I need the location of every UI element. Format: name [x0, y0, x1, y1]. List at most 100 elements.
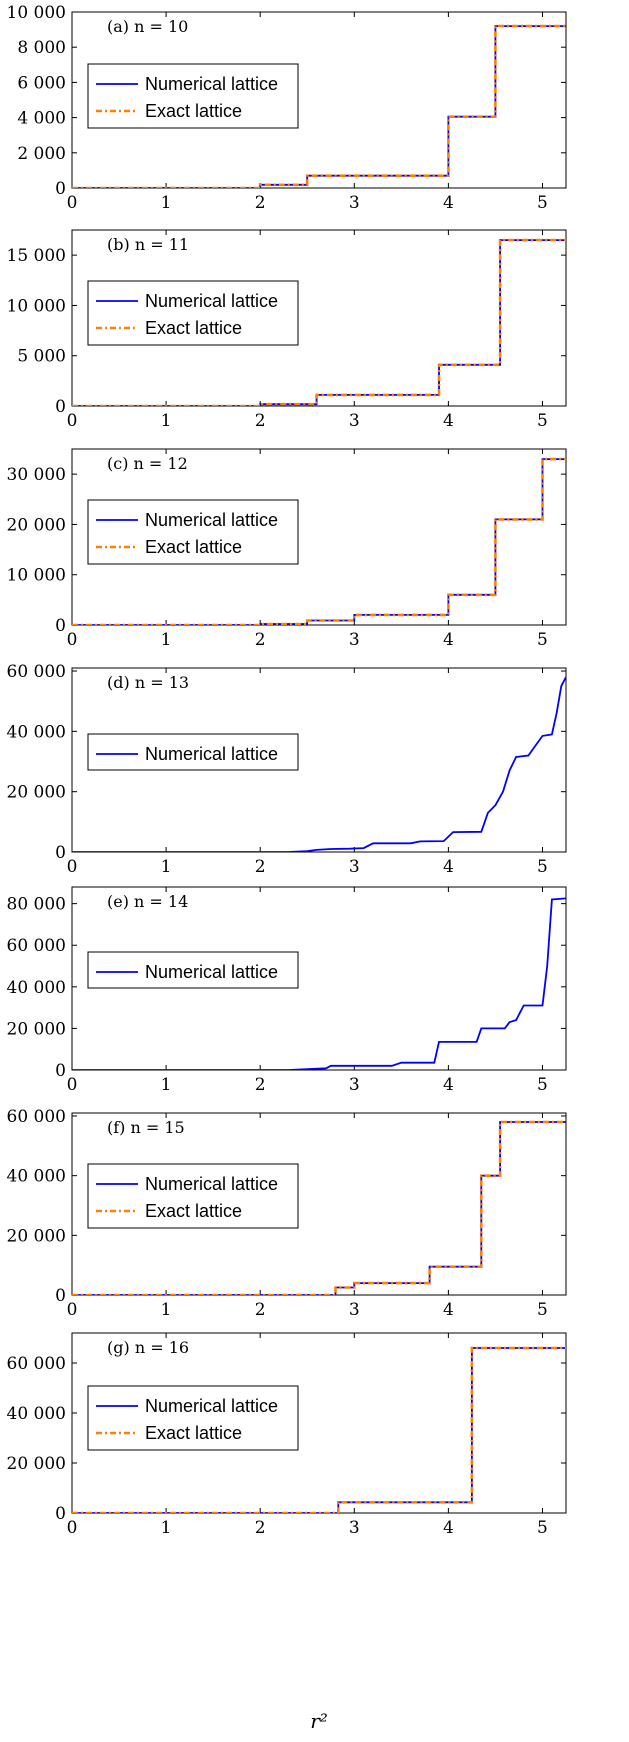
y-tick-label: 0 — [55, 1061, 66, 1081]
x-tick-label: 4 — [443, 1518, 454, 1538]
panel-label: (d) n = 13 — [107, 673, 189, 692]
x-tick-label: 5 — [537, 857, 548, 877]
x-tick-label: 1 — [161, 411, 172, 431]
plot-frame — [71, 11, 567, 189]
y-tick-label: 60 000 — [7, 1107, 66, 1127]
y-tick-label: 20 000 — [7, 1019, 66, 1039]
y-tick-label: 0 — [55, 1504, 66, 1524]
y-tick-label: 0 — [55, 179, 66, 199]
panel-d: 0 1 2 3 4 5 0 20 000 40 000 60 000 (d) n = 13 Numer… — [7, 662, 567, 877]
series-line-exact — [72, 457, 566, 625]
legend-box — [87, 1163, 299, 1229]
x-tick-label: 0 — [67, 411, 78, 431]
x-tick-label: 3 — [349, 193, 360, 213]
legend-entry: Exact lattice — [145, 318, 242, 338]
y-tick-label: 0 — [55, 397, 66, 417]
y-tick-label: 40 000 — [7, 1404, 66, 1424]
x-tick-label: 4 — [443, 630, 454, 650]
series-line-numerical — [72, 676, 566, 852]
plot-frame — [71, 667, 567, 853]
legend-entry: Numerical lattice — [145, 291, 278, 311]
panel-label: (e) n = 14 — [107, 892, 188, 911]
legend-box — [87, 63, 299, 129]
x-tick-label: 2 — [255, 1518, 266, 1538]
y-tick-label: 6 000 — [17, 73, 66, 93]
x-tick-label: 1 — [161, 193, 172, 213]
x-tick-label: 3 — [349, 411, 360, 431]
x-tick-label: 0 — [67, 630, 78, 650]
x-tick-label: 0 — [67, 857, 78, 877]
x-axis-label: r² — [310, 1709, 328, 1733]
y-tick-label: 60 000 — [7, 662, 66, 682]
x-tick-label: 0 — [67, 193, 78, 213]
legend-box — [87, 733, 299, 771]
x-tick-label: 0 — [67, 1075, 78, 1095]
y-tick-label: 20 000 — [7, 1226, 66, 1246]
x-tick-label: 1 — [161, 630, 172, 650]
y-tick-label: 40 000 — [7, 1167, 66, 1187]
series-line-exact — [72, 24, 566, 188]
x-tick-label: 4 — [443, 857, 454, 877]
y-tick-label: 10 000 — [7, 296, 66, 316]
y-tick-label: 2 000 — [17, 144, 66, 164]
y-tick-label: 10 000 — [7, 3, 66, 23]
x-tick-label: 5 — [537, 193, 548, 213]
y-tick-label: 30 000 — [7, 465, 66, 485]
x-tick-label: 5 — [537, 1518, 548, 1538]
x-tick-label: 3 — [349, 1300, 360, 1320]
legend-box — [87, 499, 299, 565]
y-tick-label: 20 000 — [7, 1454, 66, 1474]
legend-entry: Numerical lattice — [145, 74, 278, 94]
y-tick-label: 4 000 — [17, 109, 66, 129]
plot-frame — [71, 886, 567, 1071]
y-tick-label: 0 — [55, 843, 66, 863]
panel-e: 0 1 2 3 4 5 0 20 000 40 000 60 000 80 000 (e) n = 1… — [7, 886, 567, 1095]
x-tick-label: 1 — [161, 1300, 172, 1320]
x-tick-label: 0 — [67, 1518, 78, 1538]
y-tick-label: 15 000 — [7, 246, 66, 266]
x-tick-label: 0 — [67, 1300, 78, 1320]
legend-entry: Numerical lattice — [145, 962, 278, 982]
x-tick-label: 2 — [255, 857, 266, 877]
panel-b: 0 1 2 3 4 5 0 5 000 10 000 15 000 (b) n = 11 Numeri… — [7, 229, 567, 431]
legend-box — [87, 280, 299, 346]
y-tick-label: 0 — [55, 1286, 66, 1306]
series-line-numerical — [72, 1347, 566, 1513]
legend-entry: Numerical lattice — [145, 1396, 278, 1416]
y-tick-label: 40 000 — [7, 978, 66, 998]
x-tick-label: 2 — [255, 193, 266, 213]
x-tick-label: 3 — [349, 1075, 360, 1095]
x-tick-label: 1 — [161, 1075, 172, 1095]
x-tick-label: 2 — [255, 630, 266, 650]
y-tick-label: 40 000 — [7, 722, 66, 742]
y-tick-label: 0 — [55, 616, 66, 636]
legend-box — [87, 1385, 299, 1451]
y-tick-label: 5 000 — [17, 347, 66, 367]
legend-entry: Exact lattice — [145, 537, 242, 557]
x-tick-label: 5 — [537, 1300, 548, 1320]
x-tick-label: 5 — [537, 1075, 548, 1095]
legend-entry: Exact lattice — [145, 1423, 242, 1443]
x-tick-label: 1 — [161, 857, 172, 877]
panel-label: (c) n = 12 — [107, 454, 188, 473]
legend-entry: Numerical lattice — [145, 1174, 278, 1194]
plot-frame — [71, 448, 567, 626]
y-tick-label: 20 000 — [7, 515, 66, 535]
y-tick-label: 80 000 — [7, 895, 66, 915]
x-tick-label: 3 — [349, 1518, 360, 1538]
legend-entry: Exact lattice — [145, 101, 242, 121]
series-line-numerical — [72, 239, 566, 406]
x-tick-label: 4 — [443, 411, 454, 431]
x-tick-label: 4 — [443, 1300, 454, 1320]
y-tick-label: 10 000 — [7, 566, 66, 586]
x-tick-label: 5 — [537, 411, 548, 431]
y-tick-label: 8 000 — [17, 38, 66, 58]
panel-c: 0 1 2 3 4 5 0 10 000 20 000 30 000 (c) n = 12 Numer… — [7, 448, 567, 650]
series-line-numerical — [72, 897, 566, 1070]
plot-frame — [71, 229, 567, 407]
x-tick-label: 2 — [255, 1300, 266, 1320]
x-tick-label: 3 — [349, 857, 360, 877]
y-tick-label: 60 000 — [7, 1354, 66, 1374]
